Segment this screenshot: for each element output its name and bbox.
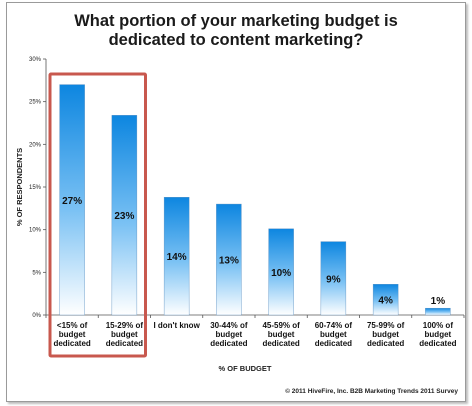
bar [372, 284, 399, 316]
x-category-label: 45-59% of budget dedicated [262, 321, 300, 348]
bar-value-label: 9% [326, 274, 341, 285]
bar-value-label: 13% [219, 256, 239, 267]
x-category-label: 15-29% of budget dedicated [106, 321, 144, 348]
highlight-box [48, 72, 147, 358]
y-tick-label: 10% [29, 228, 42, 234]
bar-value-label: 14% [167, 252, 187, 263]
bar-value-label: 27% [62, 196, 82, 207]
bar [59, 84, 85, 316]
y-tick-label: 25% [29, 100, 42, 106]
bar-value-label: 23% [114, 211, 134, 222]
x-category-label: 30-44% of budget dedicated [210, 321, 248, 348]
footer-credit: © 2011 HiveFire, Inc. B2B Marketing Tren… [285, 387, 458, 395]
bar [163, 197, 190, 316]
x-category-label: 75-99% of budget dedicated [367, 321, 405, 348]
y-tick-label: 5% [32, 270, 41, 276]
bar [111, 115, 138, 316]
y-tick-label: 0% [32, 313, 41, 319]
x-category-label: <15% of budget dedicated [53, 321, 90, 348]
chart-title: What portion of your marketing budget is… [0, 12, 472, 50]
chart-title-line-2: dedicated to content marketing? [108, 31, 364, 49]
x-category-label: 100% of budget dedicated [419, 321, 456, 348]
bar [320, 241, 347, 316]
x-category-label: I don't know [153, 321, 200, 330]
y-tick-label: 30% [29, 57, 42, 63]
bar-value-label: 4% [378, 296, 393, 307]
chart-title-line-1: What portion of your marketing budget is [74, 12, 398, 30]
y-tick-label: 20% [29, 142, 42, 148]
bar [216, 203, 242, 316]
bar [425, 307, 451, 316]
bar-value-label: 10% [271, 268, 291, 279]
y-tick-label: 15% [29, 185, 42, 191]
bar [268, 228, 294, 316]
x-category-label: 60-74% of budget dedicated [315, 321, 353, 348]
x-axis-title: % OF BUDGET [219, 364, 272, 373]
bar-value-label: 1% [431, 296, 446, 307]
y-axis-title: % OF RESPONDENTS [15, 148, 24, 226]
